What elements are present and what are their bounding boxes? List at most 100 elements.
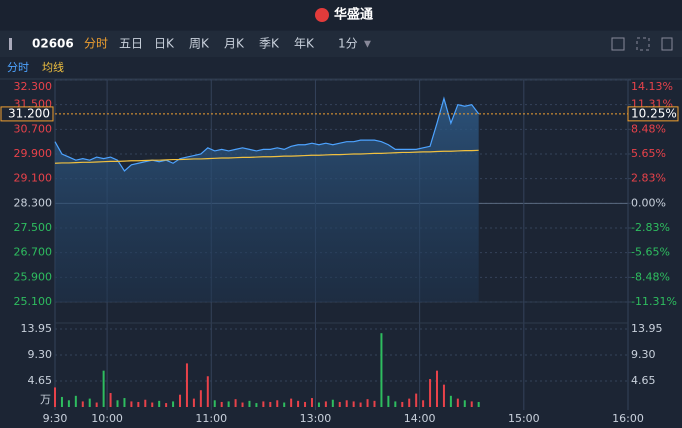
volume-bar <box>324 401 327 407</box>
volume-bar <box>436 370 438 407</box>
volume-bar <box>109 393 112 407</box>
toolbar-tab[interactable]: 周K <box>189 37 210 51</box>
volume-bar <box>151 402 154 407</box>
x-tick-label: 10:00 <box>91 412 123 425</box>
toolbar-tab[interactable]: 五日 <box>119 37 143 51</box>
volume-bar <box>213 400 216 407</box>
toolbar-tab[interactable]: 季K <box>259 37 280 51</box>
y2-tick-label: 5.65% <box>631 147 666 160</box>
x-tick-label: 15:00 <box>508 412 540 425</box>
volume-bar <box>220 401 223 407</box>
y-tick-label: 32.300 <box>14 80 53 93</box>
volume-bar <box>262 401 265 407</box>
y-tick-label: 28.300 <box>14 196 53 209</box>
last-price-label: 31.200 <box>8 106 50 120</box>
volume-bar <box>422 400 425 407</box>
x-tick-label: 9:30 <box>43 412 68 425</box>
y2-tick-label: 4.65 <box>631 374 656 387</box>
toolbar-tab[interactable]: 日K <box>154 37 175 51</box>
toolbar-tab[interactable]: 年K <box>294 37 315 51</box>
volume-bar <box>199 390 202 407</box>
y2-tick-label: 8.48% <box>631 122 666 135</box>
volume-bar <box>248 400 251 407</box>
volume-bar <box>158 400 161 407</box>
y2-tick-label: 0.00% <box>631 196 666 209</box>
y2-tick-label: -11.31% <box>631 295 677 308</box>
volume-bar <box>116 400 119 407</box>
last-price-box <box>0 106 54 122</box>
app-title: 华盛通 <box>334 7 373 23</box>
y2-tick-label: -5.65% <box>631 246 670 259</box>
volume-bar <box>74 395 77 407</box>
y-tick-label: 9.30 <box>28 348 53 361</box>
volume-bar <box>449 395 452 407</box>
volume-bar <box>429 379 432 407</box>
price-area <box>55 98 479 302</box>
y-tick-label: 25.100 <box>14 295 53 308</box>
volume-bar <box>359 402 362 407</box>
volume-bar <box>477 401 480 407</box>
last-change-label: 10.25% <box>631 106 677 120</box>
toolbar <box>0 31 682 57</box>
y-tick-label: 29.900 <box>14 147 53 160</box>
panel-icon[interactable] <box>661 37 673 51</box>
volume-bar <box>401 401 404 407</box>
y-tick-label: 13.95 <box>21 322 53 335</box>
volume-bar <box>88 398 91 407</box>
y-tick-label: 4.65 <box>28 374 53 387</box>
last-change-box <box>627 106 679 122</box>
volume-bar <box>456 398 459 407</box>
y-tick-label: 27.500 <box>14 221 53 234</box>
volume-bar <box>54 387 56 407</box>
edit-icon[interactable] <box>611 37 625 51</box>
volume-bar <box>227 401 230 407</box>
volume-bar <box>241 402 244 407</box>
volume-bar <box>345 400 348 407</box>
volume-bar <box>290 398 293 407</box>
volume-bar <box>102 370 105 407</box>
volume-bar <box>366 399 369 407</box>
y2-tick-label: 13.95 <box>631 322 663 335</box>
volume-bar <box>123 398 126 407</box>
y-tick-label: 26.700 <box>14 246 53 259</box>
volume-bar <box>387 395 390 407</box>
stock-code: 02606 <box>32 37 74 51</box>
x-tick-label: 14:00 <box>404 412 436 425</box>
volume-bar <box>95 402 98 407</box>
dropdown-arrow[interactable]: ▼ <box>364 40 371 50</box>
fullscreen-icon[interactable] <box>636 37 650 51</box>
interval[interactable]: 1分 <box>338 37 358 51</box>
volume-bar <box>394 401 397 407</box>
toolbar-tab[interactable]: 分时 <box>84 37 108 51</box>
y-tick-label: 30.700 <box>14 122 53 135</box>
volume-bar <box>67 400 70 407</box>
title-bar <box>0 0 682 30</box>
volume-bar <box>172 401 175 407</box>
volume-bar <box>415 393 418 407</box>
volume-bar <box>338 401 341 407</box>
toolbar-icon[interactable] <box>9 38 12 50</box>
y-tick-label: 29.100 <box>14 172 53 185</box>
volume-bar <box>165 403 168 407</box>
y2-tick-label: -8.48% <box>631 270 670 283</box>
volume-bar <box>380 333 383 407</box>
y-tick-label: 25.900 <box>14 270 53 283</box>
y2-tick-label: -2.83% <box>631 221 670 234</box>
legend-entry: 均线 <box>42 60 64 74</box>
volume-bar <box>144 399 147 407</box>
volume-bar <box>463 400 466 407</box>
price-line <box>54 96 480 172</box>
logo <box>315 8 329 22</box>
toolbar-tab[interactable]: 月K <box>224 37 245 51</box>
volume-bar <box>185 363 188 407</box>
y2-tick-label: 2.83% <box>631 172 666 185</box>
volume-bar <box>130 401 133 407</box>
volume-unit: 万 <box>40 393 51 406</box>
volume-bar <box>310 398 313 407</box>
x-tick-label: 16:00 <box>612 412 644 425</box>
volume-bar <box>470 401 473 407</box>
volume-bar <box>60 396 63 407</box>
volume-bar <box>297 400 300 407</box>
volume-bar <box>283 402 286 407</box>
